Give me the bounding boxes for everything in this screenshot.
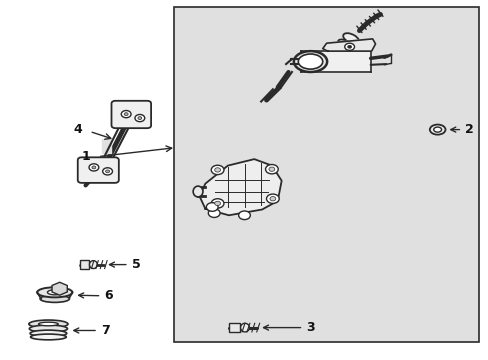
Circle shape — [211, 199, 224, 208]
Circle shape — [206, 203, 218, 211]
Ellipse shape — [37, 287, 72, 297]
Ellipse shape — [89, 261, 97, 269]
Circle shape — [269, 197, 275, 201]
Text: 2: 2 — [450, 123, 473, 136]
Ellipse shape — [429, 125, 445, 135]
Circle shape — [347, 45, 351, 48]
Ellipse shape — [47, 290, 62, 295]
Circle shape — [211, 165, 224, 175]
Text: 5: 5 — [109, 258, 140, 271]
Circle shape — [102, 168, 112, 175]
Ellipse shape — [343, 33, 358, 44]
Circle shape — [124, 113, 128, 116]
Ellipse shape — [193, 186, 203, 197]
Ellipse shape — [30, 330, 66, 337]
Bar — [228, 323, 239, 332]
Circle shape — [135, 114, 144, 122]
Circle shape — [92, 166, 96, 169]
Text: 7: 7 — [74, 324, 109, 337]
Polygon shape — [322, 39, 375, 51]
Polygon shape — [199, 159, 281, 215]
Ellipse shape — [40, 295, 69, 302]
Circle shape — [138, 117, 142, 120]
Ellipse shape — [29, 325, 67, 332]
Text: 6: 6 — [79, 289, 113, 302]
Circle shape — [214, 201, 220, 206]
Circle shape — [208, 209, 220, 217]
Circle shape — [265, 165, 278, 174]
Circle shape — [105, 170, 109, 173]
Ellipse shape — [293, 51, 326, 72]
Text: 4: 4 — [74, 123, 82, 136]
Ellipse shape — [30, 334, 66, 340]
Circle shape — [268, 167, 274, 171]
FancyBboxPatch shape — [78, 157, 119, 183]
Circle shape — [266, 194, 279, 203]
Bar — [80, 260, 89, 269]
Ellipse shape — [29, 320, 68, 328]
Text: 1: 1 — [81, 150, 90, 163]
Circle shape — [344, 43, 354, 50]
Circle shape — [238, 211, 250, 220]
Bar — [173, 7, 478, 342]
Ellipse shape — [433, 127, 441, 132]
Ellipse shape — [240, 323, 249, 332]
Ellipse shape — [39, 322, 58, 326]
Circle shape — [121, 111, 131, 118]
FancyBboxPatch shape — [111, 101, 151, 128]
Ellipse shape — [298, 54, 322, 69]
Circle shape — [214, 168, 220, 172]
Ellipse shape — [337, 40, 351, 48]
Text: 3: 3 — [263, 321, 314, 334]
Circle shape — [89, 164, 99, 171]
